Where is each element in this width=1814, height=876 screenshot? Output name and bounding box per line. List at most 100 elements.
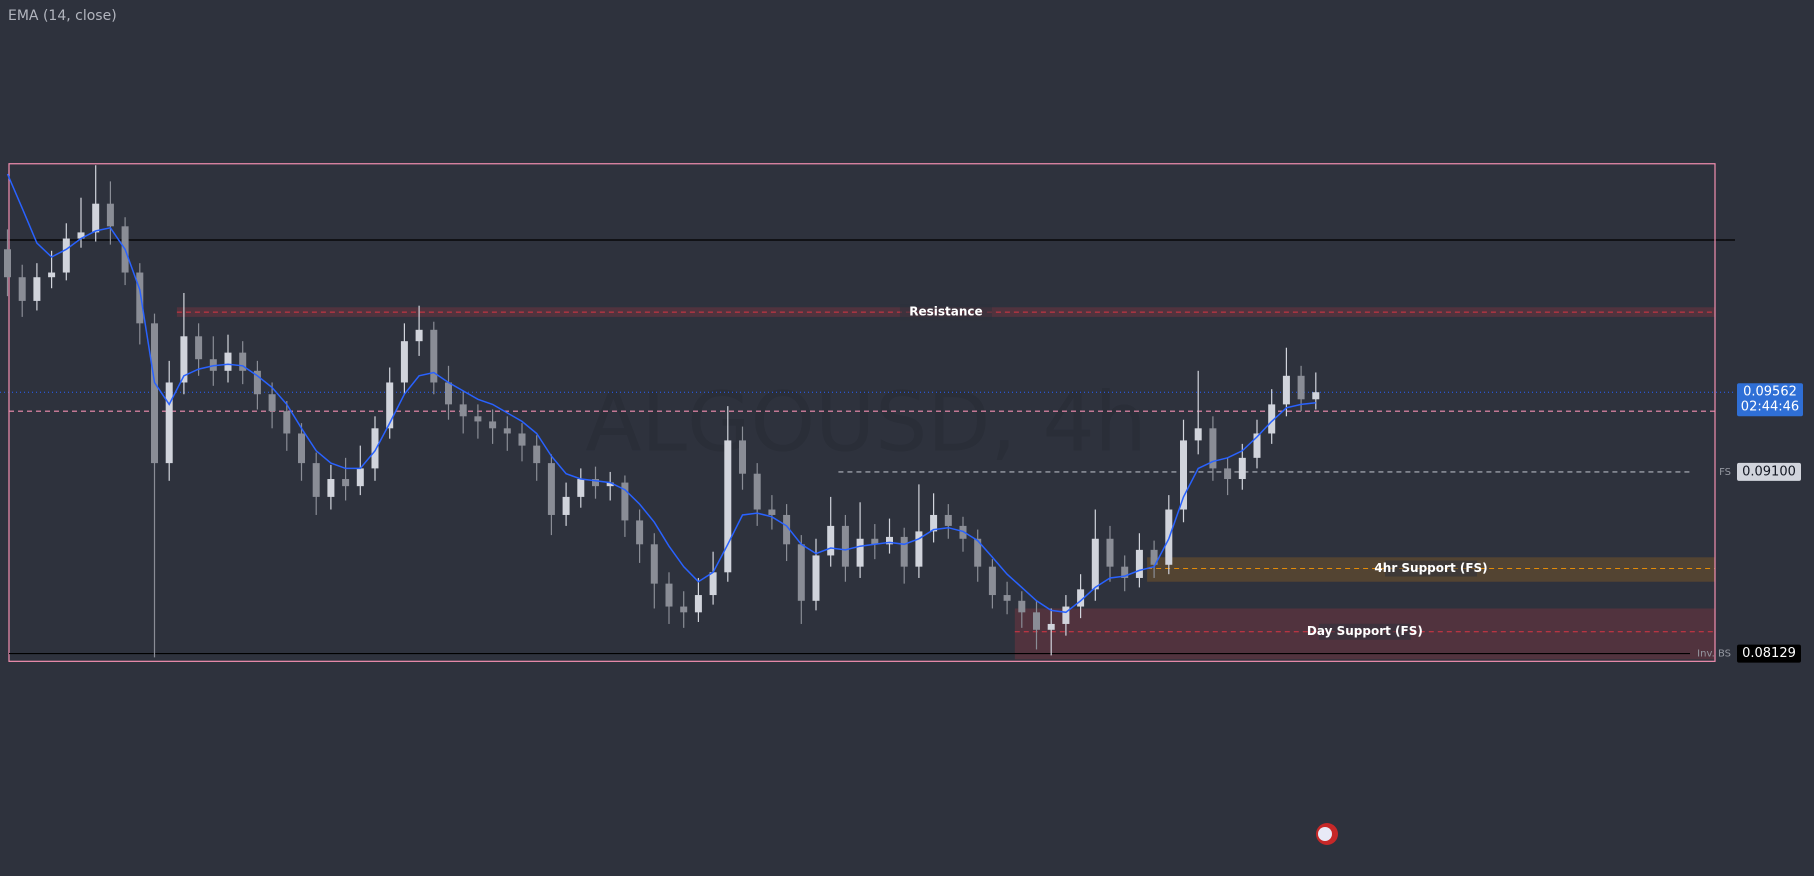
candle-body xyxy=(621,482,629,521)
candle-body xyxy=(342,479,350,487)
candle-body xyxy=(841,525,849,567)
candle-body xyxy=(356,468,364,487)
level-label: Inv. BS xyxy=(1697,649,1731,660)
candle-body xyxy=(900,536,908,567)
candle-body xyxy=(1018,600,1026,613)
candle-body xyxy=(577,479,585,497)
candle-body xyxy=(1121,566,1129,578)
candle-body xyxy=(503,428,511,434)
candle-body xyxy=(827,525,835,556)
candle-body xyxy=(1003,595,1011,601)
candle-body xyxy=(959,525,967,539)
price-tag xyxy=(1737,644,1801,663)
candle-body xyxy=(1091,538,1099,590)
flag-face xyxy=(1318,827,1332,841)
price-tag-label: 0.08129 xyxy=(1742,646,1796,661)
candle-body xyxy=(415,329,423,342)
zone-label: Day Support (FS) xyxy=(1307,624,1423,638)
candle-body xyxy=(797,544,805,601)
zone-label-bg xyxy=(1318,623,1411,640)
candle-body xyxy=(562,496,570,515)
candle-body xyxy=(1268,404,1276,434)
candle-body xyxy=(930,514,938,532)
price-tag-label: 0.09100 xyxy=(1742,464,1796,479)
candle-body xyxy=(886,536,893,545)
candle-body xyxy=(474,416,482,422)
candle-body xyxy=(709,572,717,596)
candle-body xyxy=(4,249,11,278)
candle-body xyxy=(665,583,673,607)
watermark: ALGOUSD, 4h xyxy=(585,375,1146,470)
candle-body xyxy=(1077,589,1085,607)
candle-body xyxy=(195,336,203,360)
candle-body xyxy=(680,606,688,613)
flag-icon[interactable] xyxy=(1316,823,1338,845)
candle-body xyxy=(386,382,394,429)
candle-body xyxy=(136,272,144,324)
candle-body xyxy=(92,203,100,233)
candle-body xyxy=(974,538,982,567)
candle-body xyxy=(1180,440,1187,510)
candle-body xyxy=(753,473,761,510)
candle-body xyxy=(48,272,56,278)
candle-body xyxy=(724,440,732,573)
candle-body xyxy=(33,277,41,301)
candle-body xyxy=(62,238,70,273)
candle-body xyxy=(283,411,291,434)
candle-body xyxy=(459,404,467,417)
candle-body xyxy=(768,509,776,515)
candle-body xyxy=(268,394,276,412)
candle-body xyxy=(1297,375,1305,400)
candle-body xyxy=(915,531,923,567)
candle-body xyxy=(430,329,438,383)
candle-body xyxy=(812,555,820,601)
candle-body xyxy=(77,232,85,239)
candle-body xyxy=(253,370,261,395)
candle-body xyxy=(489,421,497,429)
candle-body xyxy=(533,445,541,464)
current-price-tag xyxy=(1737,383,1803,417)
candle-body xyxy=(783,514,791,545)
candle-body xyxy=(224,352,232,371)
zone-label-bg xyxy=(1385,560,1478,577)
candle-body xyxy=(606,482,614,487)
price-tag xyxy=(1737,462,1801,481)
candle-body xyxy=(694,595,702,613)
candle-body xyxy=(18,277,26,301)
candle-body xyxy=(1224,468,1232,480)
candle-body xyxy=(1209,428,1217,469)
zone-label: 4hr Support (FS) xyxy=(1374,561,1487,575)
candle-body xyxy=(547,463,555,515)
candle-body xyxy=(1135,549,1143,578)
candle-body xyxy=(944,514,952,526)
candle-body xyxy=(400,341,408,383)
candle-body xyxy=(1062,606,1070,624)
candle-body xyxy=(871,538,879,545)
current-price-label: 0.09562 xyxy=(1743,385,1797,400)
candle-body xyxy=(106,203,114,227)
indicator-label[interactable]: EMA (14, close) xyxy=(8,8,117,24)
candle-body xyxy=(298,433,305,464)
zone-label: Resistance xyxy=(909,305,982,319)
range-box xyxy=(8,163,1716,662)
candle-body xyxy=(312,463,320,497)
candle-body xyxy=(988,566,996,596)
candle-body xyxy=(1238,457,1246,480)
candle-body xyxy=(1150,549,1158,565)
candle-body xyxy=(592,479,599,487)
candle-body xyxy=(371,428,379,469)
candle-body xyxy=(445,382,452,405)
candle-body xyxy=(327,479,335,497)
candle-body xyxy=(856,538,864,567)
candle-body xyxy=(209,359,217,371)
candle-body xyxy=(1106,538,1114,567)
candle-body xyxy=(151,323,158,464)
candle-body xyxy=(1253,433,1261,458)
candle-body xyxy=(1282,375,1290,405)
candle-body xyxy=(165,382,173,464)
level-label: FS xyxy=(1719,467,1731,478)
countdown-label: 02:44:46 xyxy=(1741,400,1799,415)
candle-body xyxy=(1033,612,1040,630)
